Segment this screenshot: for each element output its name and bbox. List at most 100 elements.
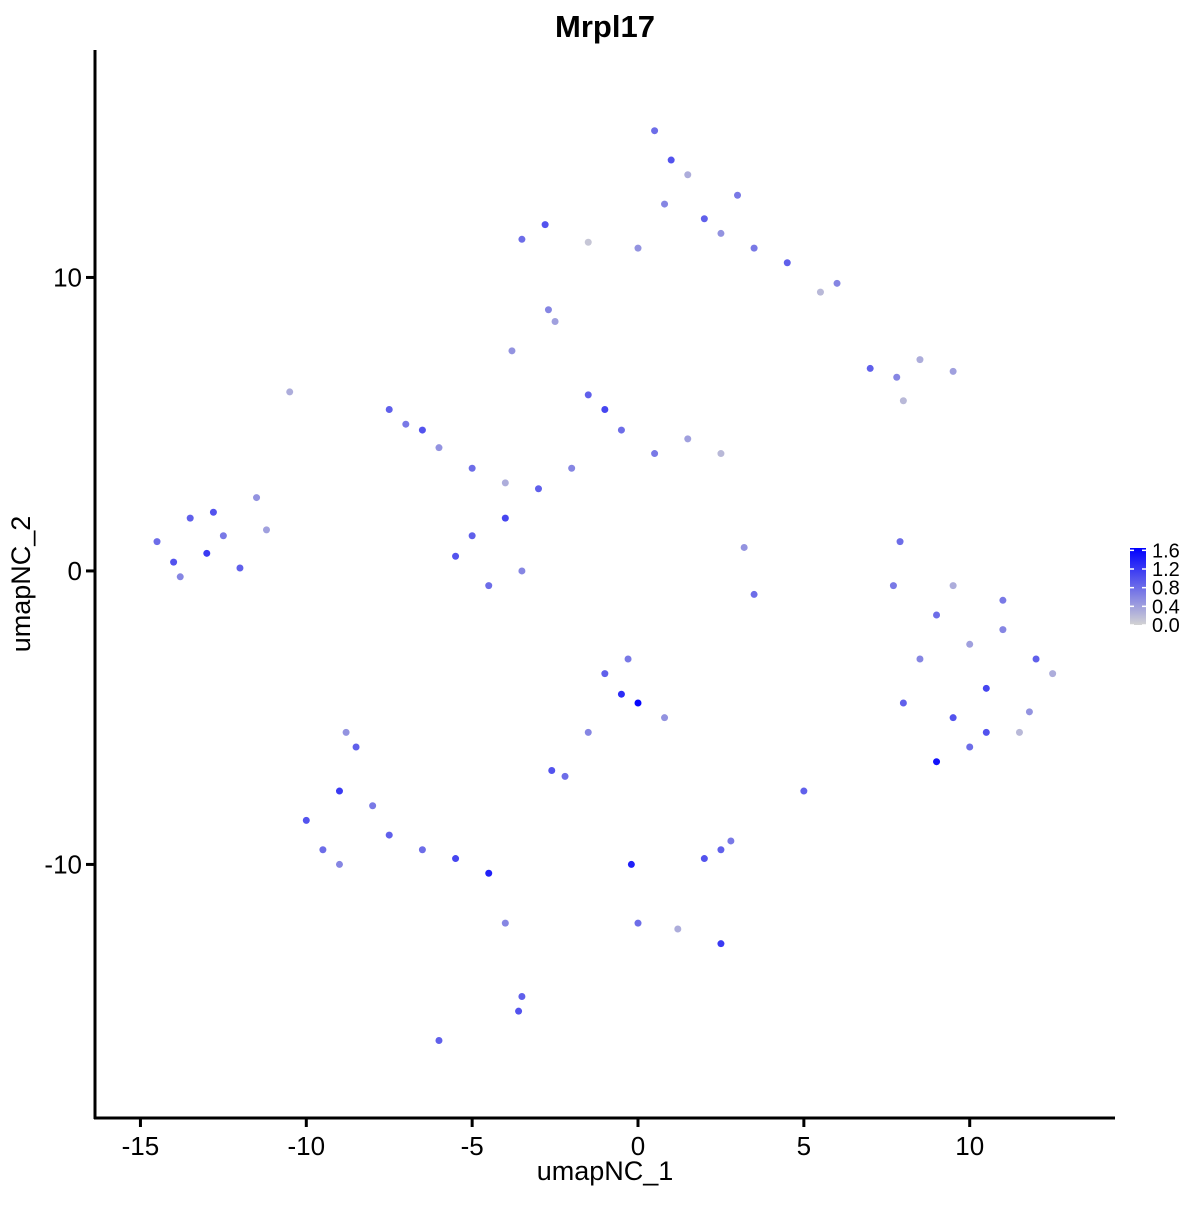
point <box>727 837 735 845</box>
point <box>734 191 742 199</box>
point <box>634 244 642 252</box>
point <box>369 802 377 810</box>
point <box>534 485 542 493</box>
point <box>1025 708 1033 716</box>
point <box>717 229 725 237</box>
point <box>186 514 194 522</box>
point <box>717 846 725 854</box>
point <box>717 450 725 458</box>
point <box>335 787 343 795</box>
point <box>544 306 552 314</box>
point <box>219 532 227 540</box>
colorbar <box>1130 548 1146 625</box>
point <box>634 919 642 927</box>
colorbar-label: 1.2 <box>1152 559 1180 581</box>
point <box>153 538 161 546</box>
point <box>916 356 924 364</box>
y-tick-label: 10 <box>53 262 82 292</box>
point <box>584 391 592 399</box>
point <box>966 743 974 751</box>
point <box>385 831 393 839</box>
point <box>468 532 476 540</box>
point <box>236 564 244 572</box>
point <box>667 156 675 164</box>
colorbar-label: 0.0 <box>1152 615 1180 637</box>
point <box>999 626 1007 634</box>
point <box>385 406 393 414</box>
point <box>1015 728 1023 736</box>
point <box>468 464 476 472</box>
point <box>783 259 791 267</box>
x-tick-label: 10 <box>955 1131 984 1161</box>
point <box>435 444 443 452</box>
point <box>617 690 625 698</box>
point <box>568 464 576 472</box>
point <box>674 925 682 933</box>
point <box>601 406 609 414</box>
point <box>889 582 897 590</box>
y-axis-label: umapNC_2 <box>6 516 36 653</box>
point <box>501 919 509 927</box>
point <box>982 728 990 736</box>
x-tick-label: -10 <box>288 1131 326 1161</box>
point <box>335 860 343 868</box>
point <box>515 1007 523 1015</box>
point <box>661 714 669 722</box>
point <box>501 479 509 487</box>
point <box>893 373 901 381</box>
point <box>833 279 841 287</box>
point <box>800 787 808 795</box>
y-tick-label: 0 <box>68 556 82 586</box>
point <box>966 640 974 648</box>
point <box>617 426 625 434</box>
point <box>418 426 426 434</box>
point <box>418 846 426 854</box>
point <box>501 514 509 522</box>
point <box>342 728 350 736</box>
point <box>601 670 609 678</box>
x-tick-label: -15 <box>122 1131 160 1161</box>
point <box>933 758 941 766</box>
point <box>651 127 659 135</box>
point <box>253 494 261 502</box>
point <box>319 846 327 854</box>
point <box>452 855 460 863</box>
point <box>302 816 310 824</box>
x-axis-label: umapNC_1 <box>537 1156 674 1186</box>
point <box>176 573 184 581</box>
point <box>1032 655 1040 663</box>
point <box>634 699 642 707</box>
point <box>999 596 1007 604</box>
point <box>548 767 556 775</box>
point <box>541 221 549 229</box>
point <box>508 347 516 355</box>
x-tick-label: -5 <box>461 1131 484 1161</box>
point <box>203 549 211 557</box>
point <box>949 367 957 375</box>
point <box>949 582 957 590</box>
point <box>485 582 493 590</box>
point <box>717 940 725 948</box>
point <box>816 288 824 296</box>
point <box>561 772 569 780</box>
chart-title: Mrpl17 <box>555 9 655 44</box>
point <box>896 538 904 546</box>
point <box>518 567 526 575</box>
point <box>899 397 907 405</box>
point <box>750 244 758 252</box>
point <box>1049 670 1057 678</box>
point <box>627 860 635 868</box>
point <box>750 590 758 598</box>
point <box>899 699 907 707</box>
point <box>262 526 270 534</box>
x-tick-label: 0 <box>631 1131 645 1161</box>
y-tick-label: -10 <box>44 849 82 879</box>
point <box>518 992 526 1000</box>
point <box>485 869 493 877</box>
point <box>916 655 924 663</box>
point <box>651 450 659 458</box>
point <box>584 238 592 246</box>
point <box>518 235 526 243</box>
point <box>661 200 669 208</box>
